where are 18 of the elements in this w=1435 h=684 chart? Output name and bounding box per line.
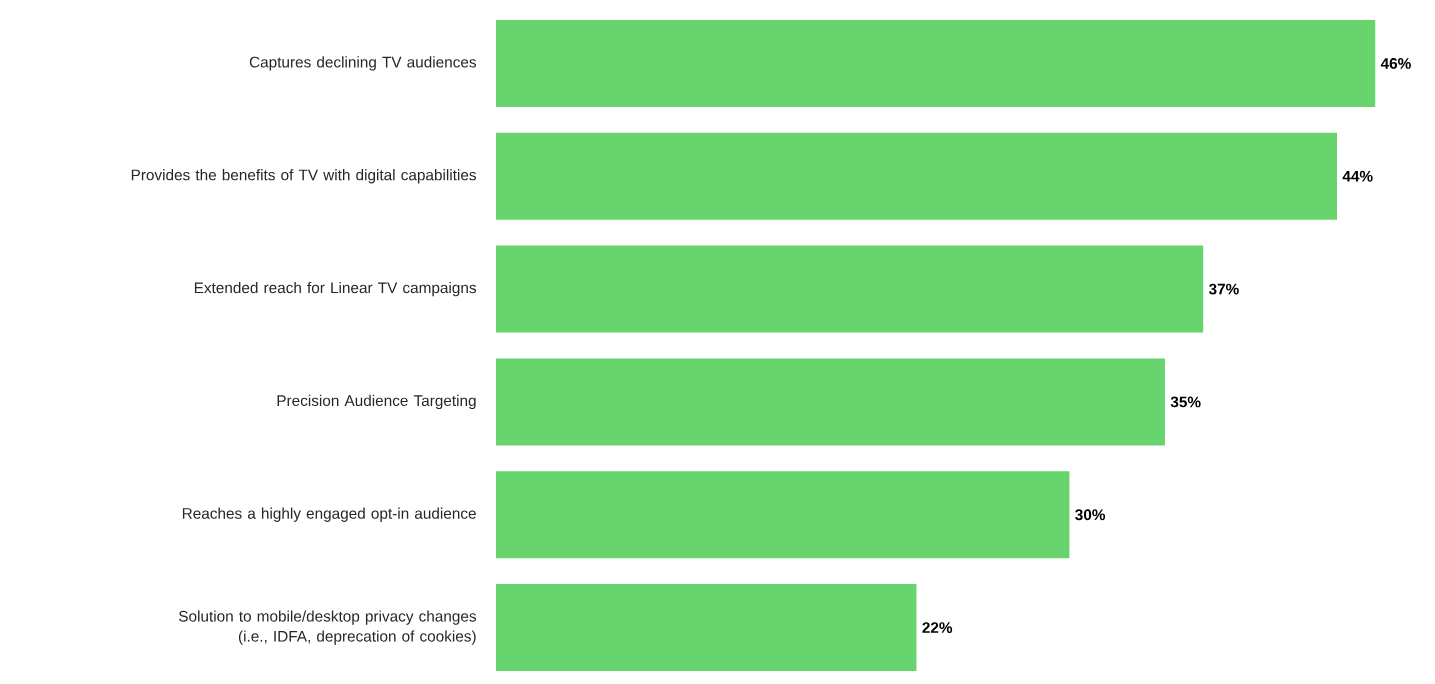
data-label: 37% bbox=[1208, 283, 1239, 295]
bar bbox=[496, 471, 1070, 559]
data-label: 22% bbox=[922, 622, 953, 633]
data-label: 46% bbox=[1380, 57, 1411, 69]
data-label: 35% bbox=[1170, 396, 1201, 408]
bar bbox=[496, 584, 917, 672]
y-tick-label: Solution to mobile/desktop privacy changes (i.e., IDFA, deprecation of cookies) bbox=[179, 610, 477, 645]
bar bbox=[496, 19, 1376, 107]
y-tick-label: Provides the benefits of TV with digital capabilities bbox=[131, 169, 477, 184]
data-label: 30% bbox=[1075, 509, 1106, 521]
bar bbox=[496, 132, 1337, 220]
y-tick-label: Precision Audience Targeting bbox=[277, 394, 476, 410]
bar bbox=[496, 358, 1165, 446]
y-tick-label: Reaches a highly engaged opt-in audience bbox=[182, 507, 476, 522]
y-tick-label: Captures declining TV audiences bbox=[249, 56, 477, 71]
data-label: 44% bbox=[1342, 170, 1373, 182]
y-tick-label: Extended reach for Linear TV campaigns bbox=[194, 281, 477, 297]
bar bbox=[496, 245, 1204, 333]
